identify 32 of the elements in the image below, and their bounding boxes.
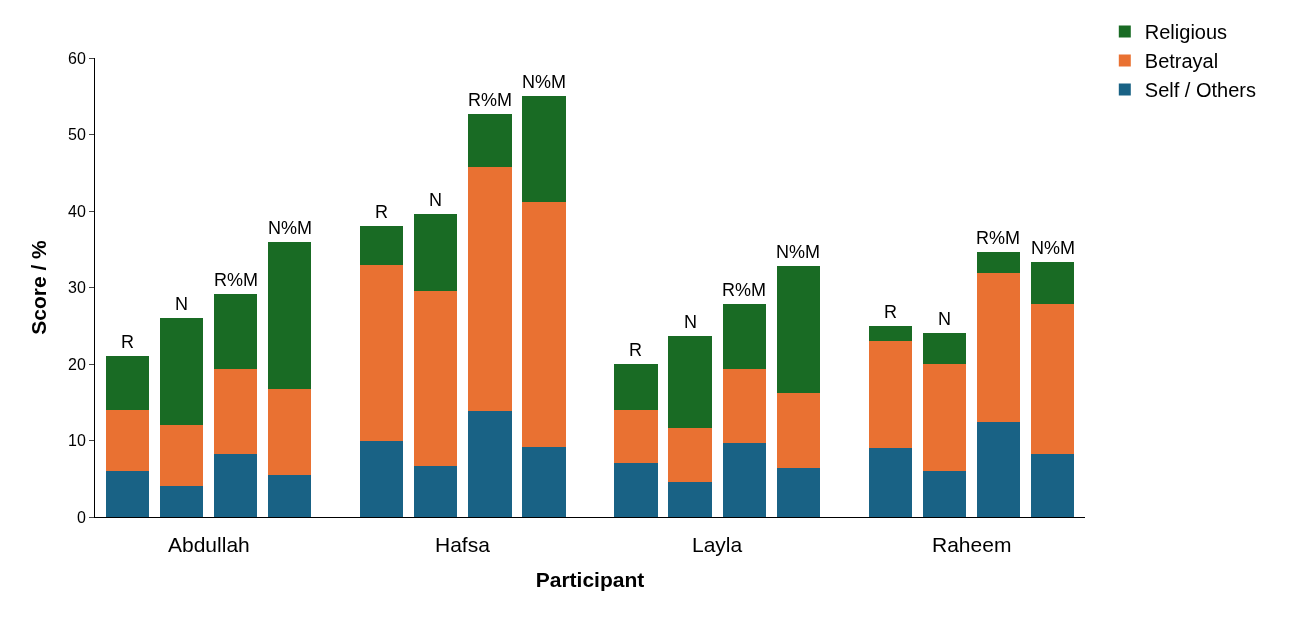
y-tick-label: 40 xyxy=(68,202,86,220)
x-tick-label: N%M xyxy=(1031,238,1075,258)
x-tick-label: N%M xyxy=(776,242,820,262)
y-tick-label: 30 xyxy=(68,279,86,297)
text: Layla xyxy=(692,533,743,556)
x-tick-label: N%M xyxy=(268,218,312,238)
text: Raheem xyxy=(932,533,1012,556)
legend-label: Religious xyxy=(1144,21,1228,44)
x-tick-label: N xyxy=(175,294,188,314)
legend-label: Betrayal xyxy=(1144,50,1219,73)
x-tick-label: N xyxy=(938,309,951,329)
y-tick-label: 10 xyxy=(68,432,86,450)
x-tick-label: R xyxy=(629,340,642,360)
y-tick-label: 20 xyxy=(68,355,86,373)
y-axis-title: Score / % xyxy=(27,239,51,335)
y-tick-label: 60 xyxy=(68,49,86,67)
x-tick-label: R%M xyxy=(214,270,258,290)
x-tick-label: N%M xyxy=(522,72,566,92)
text: Abdullah xyxy=(168,533,250,556)
x-tick-label: R xyxy=(375,202,388,222)
y-tick-label: 50 xyxy=(68,126,86,144)
legend-label: Self / Others xyxy=(1144,79,1256,102)
x-tick-label: N xyxy=(684,312,697,332)
x-tick-label: R%M xyxy=(722,280,766,300)
y-tick-label: 0 xyxy=(76,508,86,526)
x-axis-title: Participant xyxy=(535,568,645,592)
x-tick-label: R%M xyxy=(468,90,512,110)
x-tick-label: R xyxy=(121,332,134,352)
x-tick-label: R%M xyxy=(976,228,1020,248)
text: Hafsa xyxy=(435,533,491,556)
x-tick-label: R xyxy=(884,302,897,322)
x-tick-label: N xyxy=(429,190,442,210)
